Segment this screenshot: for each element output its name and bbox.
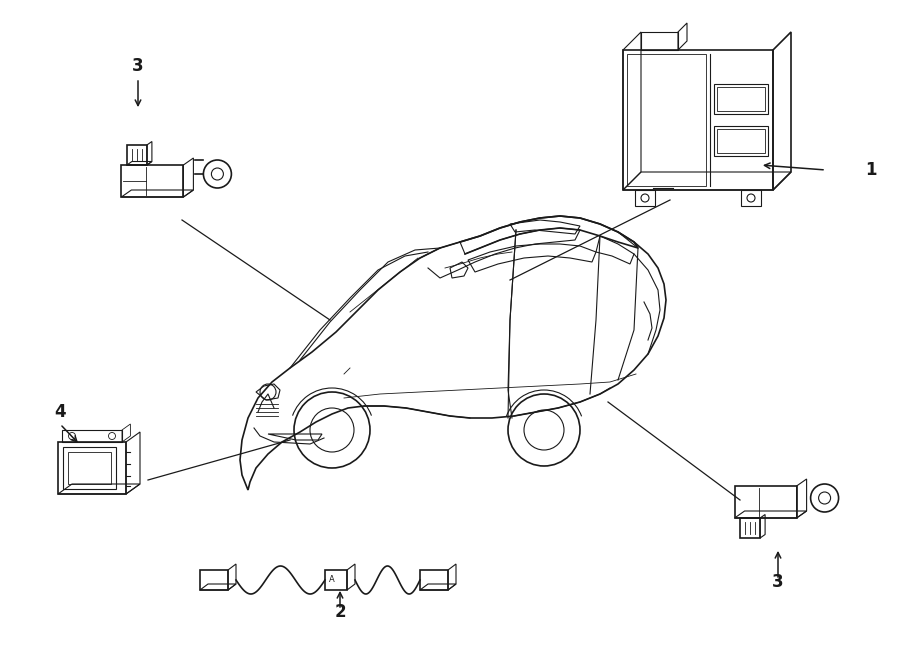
Text: 3: 3	[132, 57, 144, 75]
Text: 3: 3	[772, 573, 784, 591]
Text: A: A	[329, 576, 335, 584]
Text: 4: 4	[54, 403, 66, 421]
Text: 2: 2	[334, 603, 346, 621]
Text: 1: 1	[865, 161, 877, 179]
